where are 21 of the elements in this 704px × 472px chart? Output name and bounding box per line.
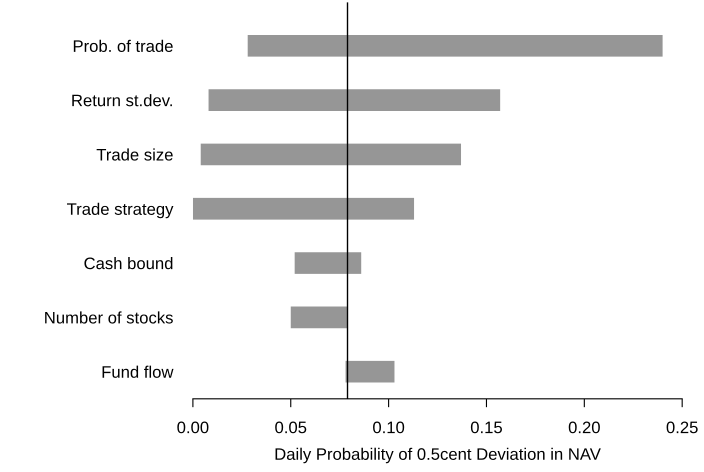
bar bbox=[208, 89, 500, 111]
bar bbox=[294, 252, 362, 274]
y-tick-label: Cash bound bbox=[84, 257, 172, 270]
y-tick-label: Return st.dev. bbox=[72, 94, 172, 106]
y-tick-label: Number of stocks bbox=[45, 311, 173, 324]
x-tick-label: 0.15 bbox=[470, 422, 502, 434]
bar bbox=[192, 198, 414, 220]
x-tick-label: 0.00 bbox=[177, 422, 208, 434]
y-tick-label: Prob. of trade bbox=[74, 40, 173, 52]
y-tick-label: Trade size bbox=[96, 148, 173, 161]
bar bbox=[200, 144, 462, 166]
bar bbox=[290, 306, 348, 328]
y-tick-label: Trade strategy bbox=[67, 202, 174, 218]
bar bbox=[248, 34, 663, 57]
x-tick-label: 0.25 bbox=[666, 422, 698, 434]
x-tick-label: 0.05 bbox=[275, 422, 306, 434]
bar bbox=[346, 360, 394, 383]
x-tick-label: 0.20 bbox=[568, 422, 600, 434]
x-tick-label: 0.10 bbox=[373, 422, 404, 434]
y-tick-label: Fund flow bbox=[102, 366, 174, 378]
x-axis-title: Daily Probability of 0.5cent Deviation in NAV bbox=[276, 448, 601, 464]
